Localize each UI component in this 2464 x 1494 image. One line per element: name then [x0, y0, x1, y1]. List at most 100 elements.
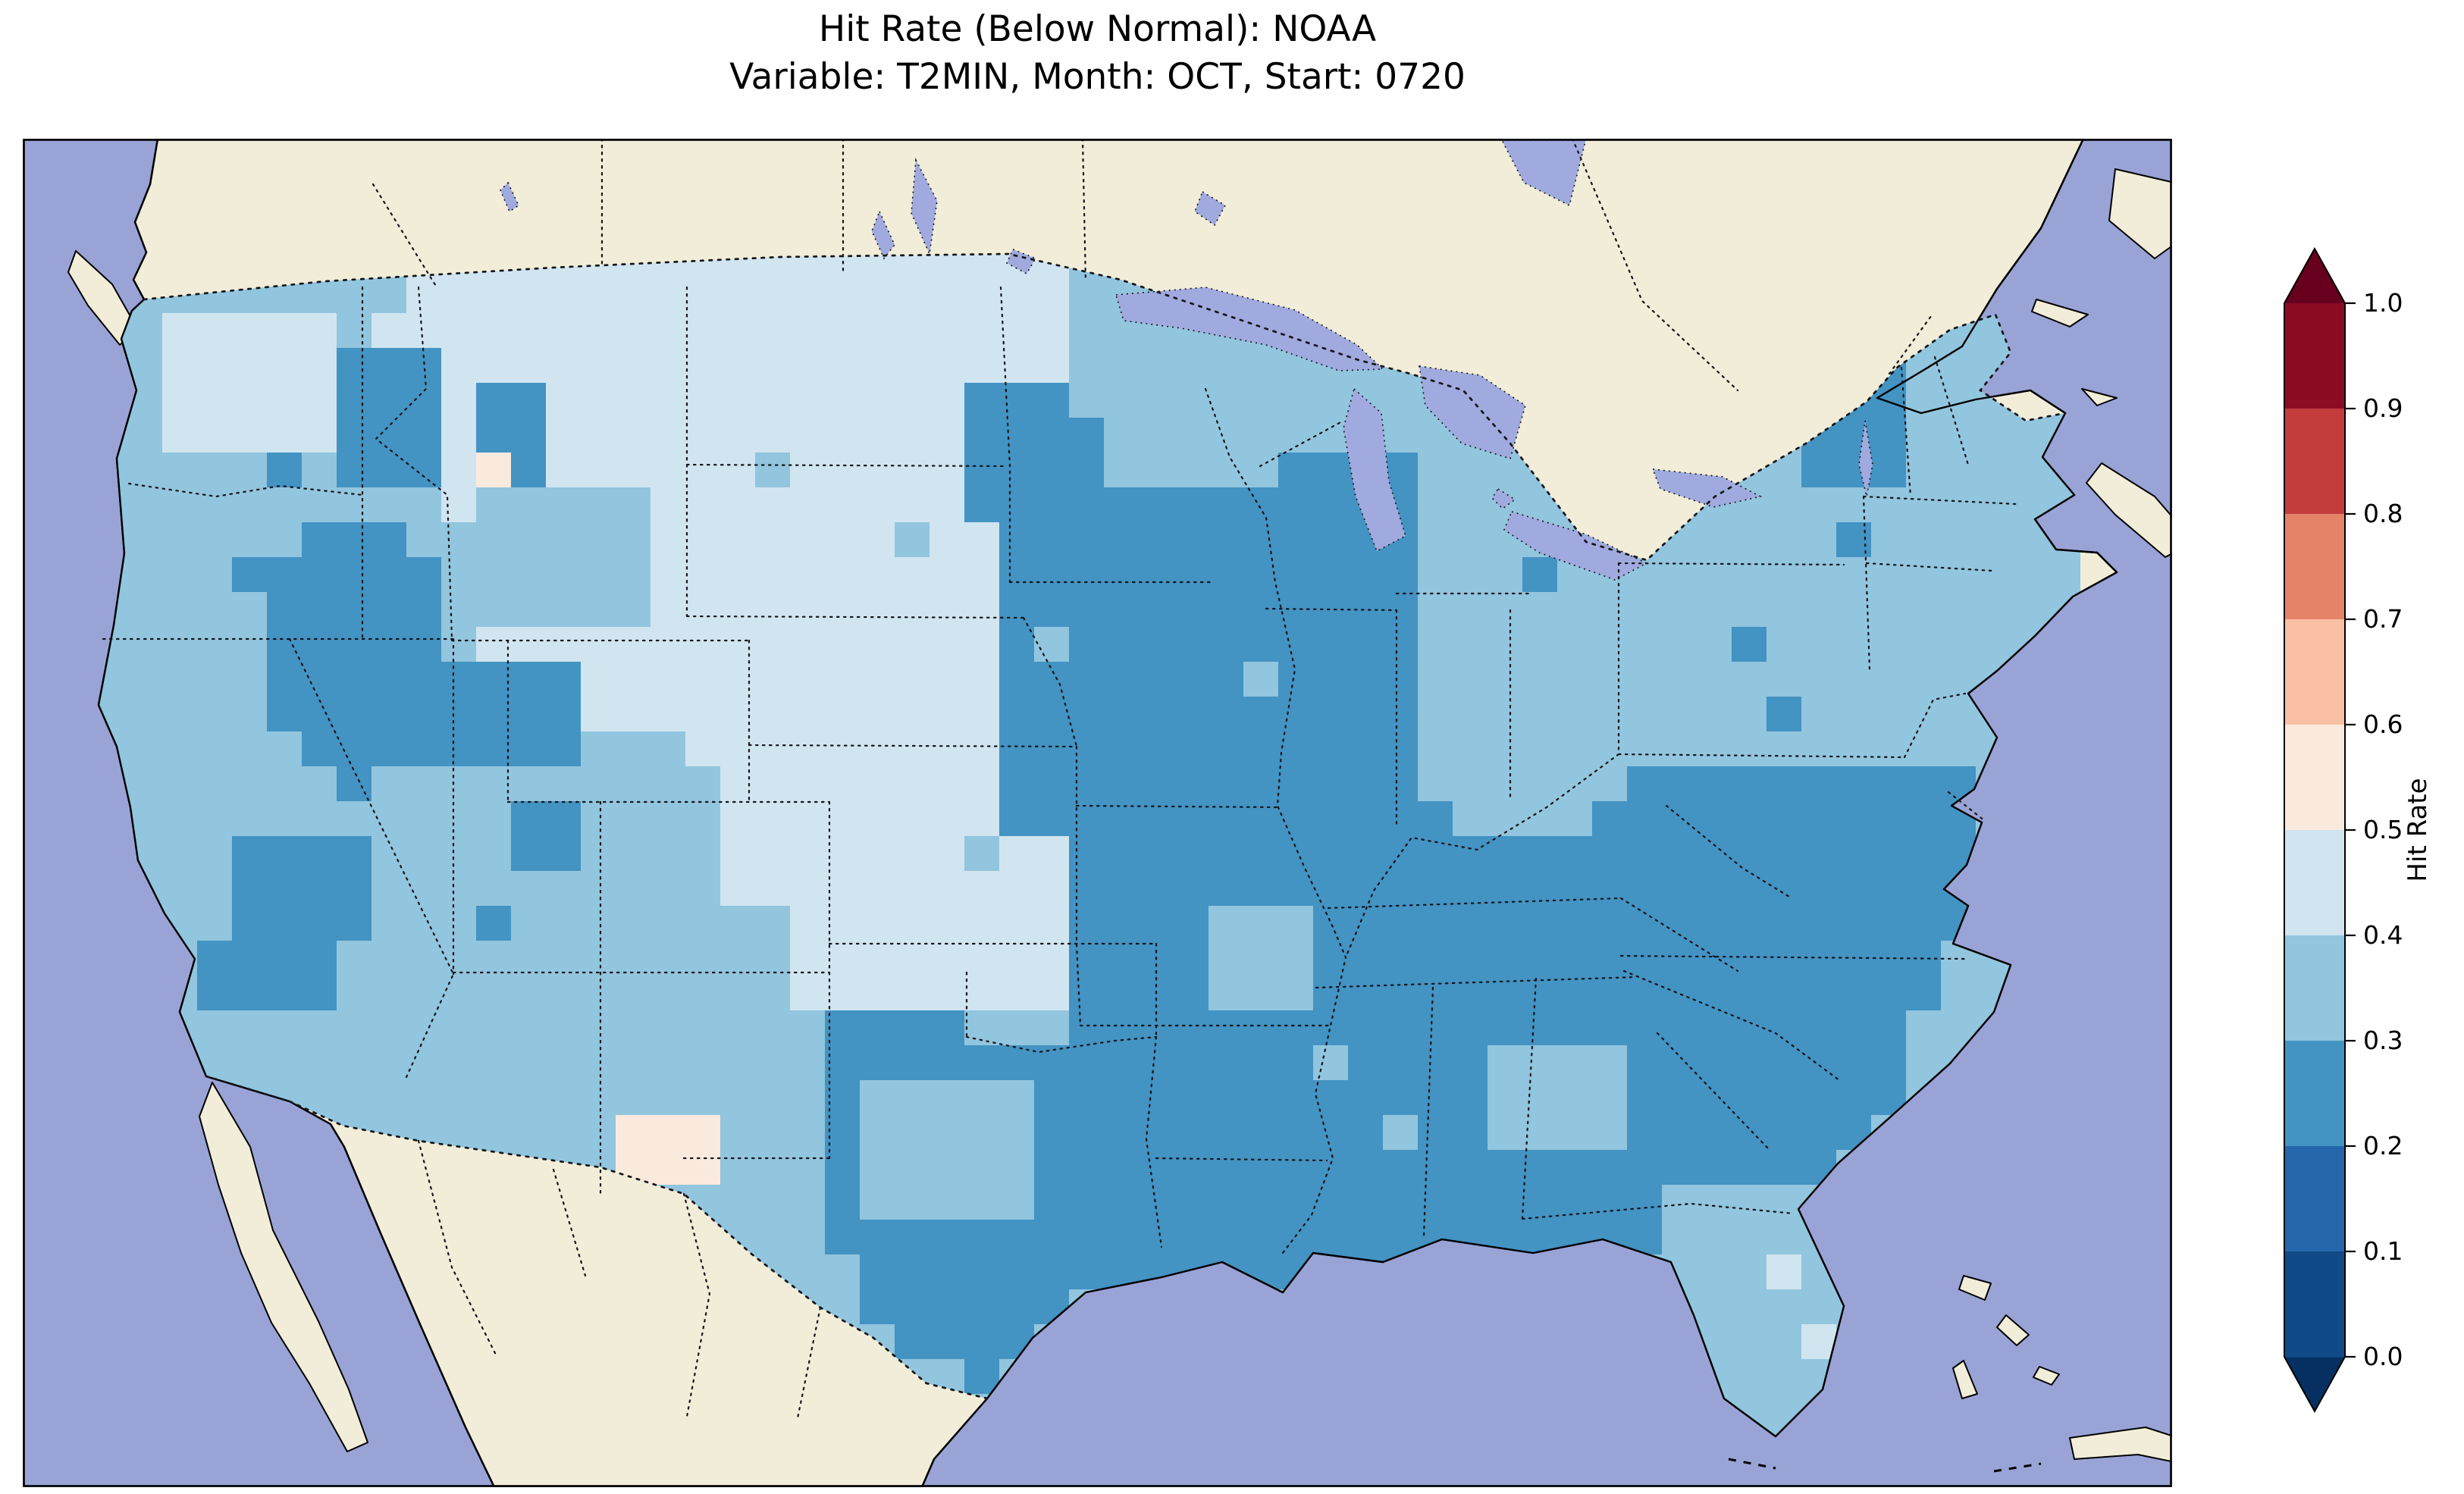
grid-cell	[1697, 731, 1732, 766]
grid-cell	[895, 1045, 929, 1080]
grid-cell	[1557, 1010, 1592, 1045]
grid-cell	[581, 522, 616, 557]
grid-cell	[825, 557, 860, 592]
grid-cell	[1034, 731, 1069, 766]
grid-cell	[650, 592, 685, 627]
grid-cell	[1139, 731, 1174, 766]
grid-cell	[441, 348, 476, 383]
grid-cell	[1522, 766, 1557, 801]
grid-cell	[929, 1289, 964, 1324]
grid-cell	[1627, 836, 1662, 871]
grid-cell	[1766, 697, 1801, 731]
grid-cell	[1278, 662, 1313, 697]
grid-cell	[127, 697, 162, 731]
grid-cell	[685, 487, 720, 522]
grid-cell	[511, 976, 546, 1010]
grid-cell	[1766, 801, 1801, 836]
grid-cell	[1104, 1045, 1139, 1080]
grid-cell	[650, 1150, 685, 1185]
grid-cell	[581, 278, 616, 313]
grid-cell	[1069, 592, 1104, 627]
grid-cell	[1348, 627, 1383, 662]
grid-cell	[1697, 1220, 1732, 1254]
lake-st-clair	[1491, 487, 1516, 510]
grid-cell	[162, 662, 197, 697]
grid-cell	[546, 697, 581, 731]
grid-cell	[406, 906, 441, 941]
grid-cell	[685, 697, 720, 731]
grid-cell	[650, 1010, 685, 1045]
grid-cell	[1557, 662, 1592, 697]
grid-cell	[1976, 453, 2011, 487]
grid-cell	[1627, 1150, 1662, 1185]
grid-cell	[1941, 487, 1976, 522]
grid-cell	[1069, 487, 1104, 522]
grid-cell	[1766, 976, 1801, 1010]
grid-cell	[964, 418, 999, 453]
grid-cell	[441, 801, 476, 836]
colorbar-over-arrow	[2284, 249, 2345, 303]
grid-cell	[1383, 697, 1418, 731]
grid-cell	[895, 1324, 929, 1359]
grid-cell	[1662, 976, 1697, 1010]
grid-cell	[1801, 627, 1836, 662]
grid-cell	[1732, 836, 1766, 871]
grid-cell	[1732, 1010, 1766, 1045]
grid-cell	[720, 453, 755, 487]
grid-cell	[337, 522, 371, 557]
grid-cell	[1871, 487, 1906, 522]
grid-cell	[1069, 1254, 1104, 1289]
grid-cell	[511, 836, 546, 871]
colorbar-segment	[2284, 830, 2345, 936]
grid-cell	[267, 313, 302, 348]
grid-cell	[1801, 976, 1836, 1010]
grid-cell	[1034, 1150, 1069, 1185]
grid-cell	[1313, 627, 1348, 662]
grid-cell	[1487, 976, 1522, 1010]
grid-cell	[337, 836, 371, 871]
grid-cell	[685, 731, 720, 766]
grid-cell	[1418, 976, 1453, 1010]
grid-cell	[1348, 801, 1383, 836]
grid-cell	[406, 662, 441, 697]
grid-cell	[267, 348, 302, 383]
grid-cell	[1766, 1220, 1801, 1254]
grid-cell	[720, 627, 755, 662]
grid-cell	[162, 348, 197, 383]
grid-cell	[1697, 662, 1732, 697]
grid-cell	[1871, 871, 1906, 906]
grid-cell	[1069, 522, 1104, 557]
grid-cell	[1592, 697, 1627, 731]
grid-cell	[371, 766, 406, 801]
grid-cell	[581, 418, 616, 453]
grid-cell	[162, 522, 197, 557]
grid-cell	[1871, 1045, 1906, 1080]
grid-cell	[1278, 941, 1313, 976]
grid-cell	[337, 906, 371, 941]
grid-cell	[371, 557, 406, 592]
grid-cell	[755, 801, 790, 836]
anticosti-island	[2031, 299, 2089, 327]
grid-cell	[1766, 662, 1801, 697]
grid-cell	[1208, 627, 1243, 662]
grid-cell	[406, 871, 441, 906]
grid-cell	[616, 662, 650, 697]
grid-cell	[1383, 906, 1418, 941]
grid-cell	[860, 557, 895, 592]
grid-cell	[1453, 1010, 1487, 1045]
grid-cell	[1592, 801, 1627, 836]
grid-cell	[1313, 522, 1348, 557]
grid-cell	[755, 1115, 790, 1150]
grid-cell	[1976, 592, 2011, 627]
grid-cell	[860, 1150, 895, 1185]
grid-cell	[1732, 1220, 1766, 1254]
grid-cell	[1139, 662, 1174, 697]
grid-cell	[1453, 697, 1487, 731]
grid-cell	[1139, 871, 1174, 906]
nova-scotia	[2086, 462, 2172, 558]
grid-cell	[581, 348, 616, 383]
grid-cell	[1697, 1254, 1732, 1289]
grid-cell	[1732, 1254, 1766, 1289]
grid-cell	[232, 731, 267, 766]
grid-cell	[1801, 871, 1836, 906]
